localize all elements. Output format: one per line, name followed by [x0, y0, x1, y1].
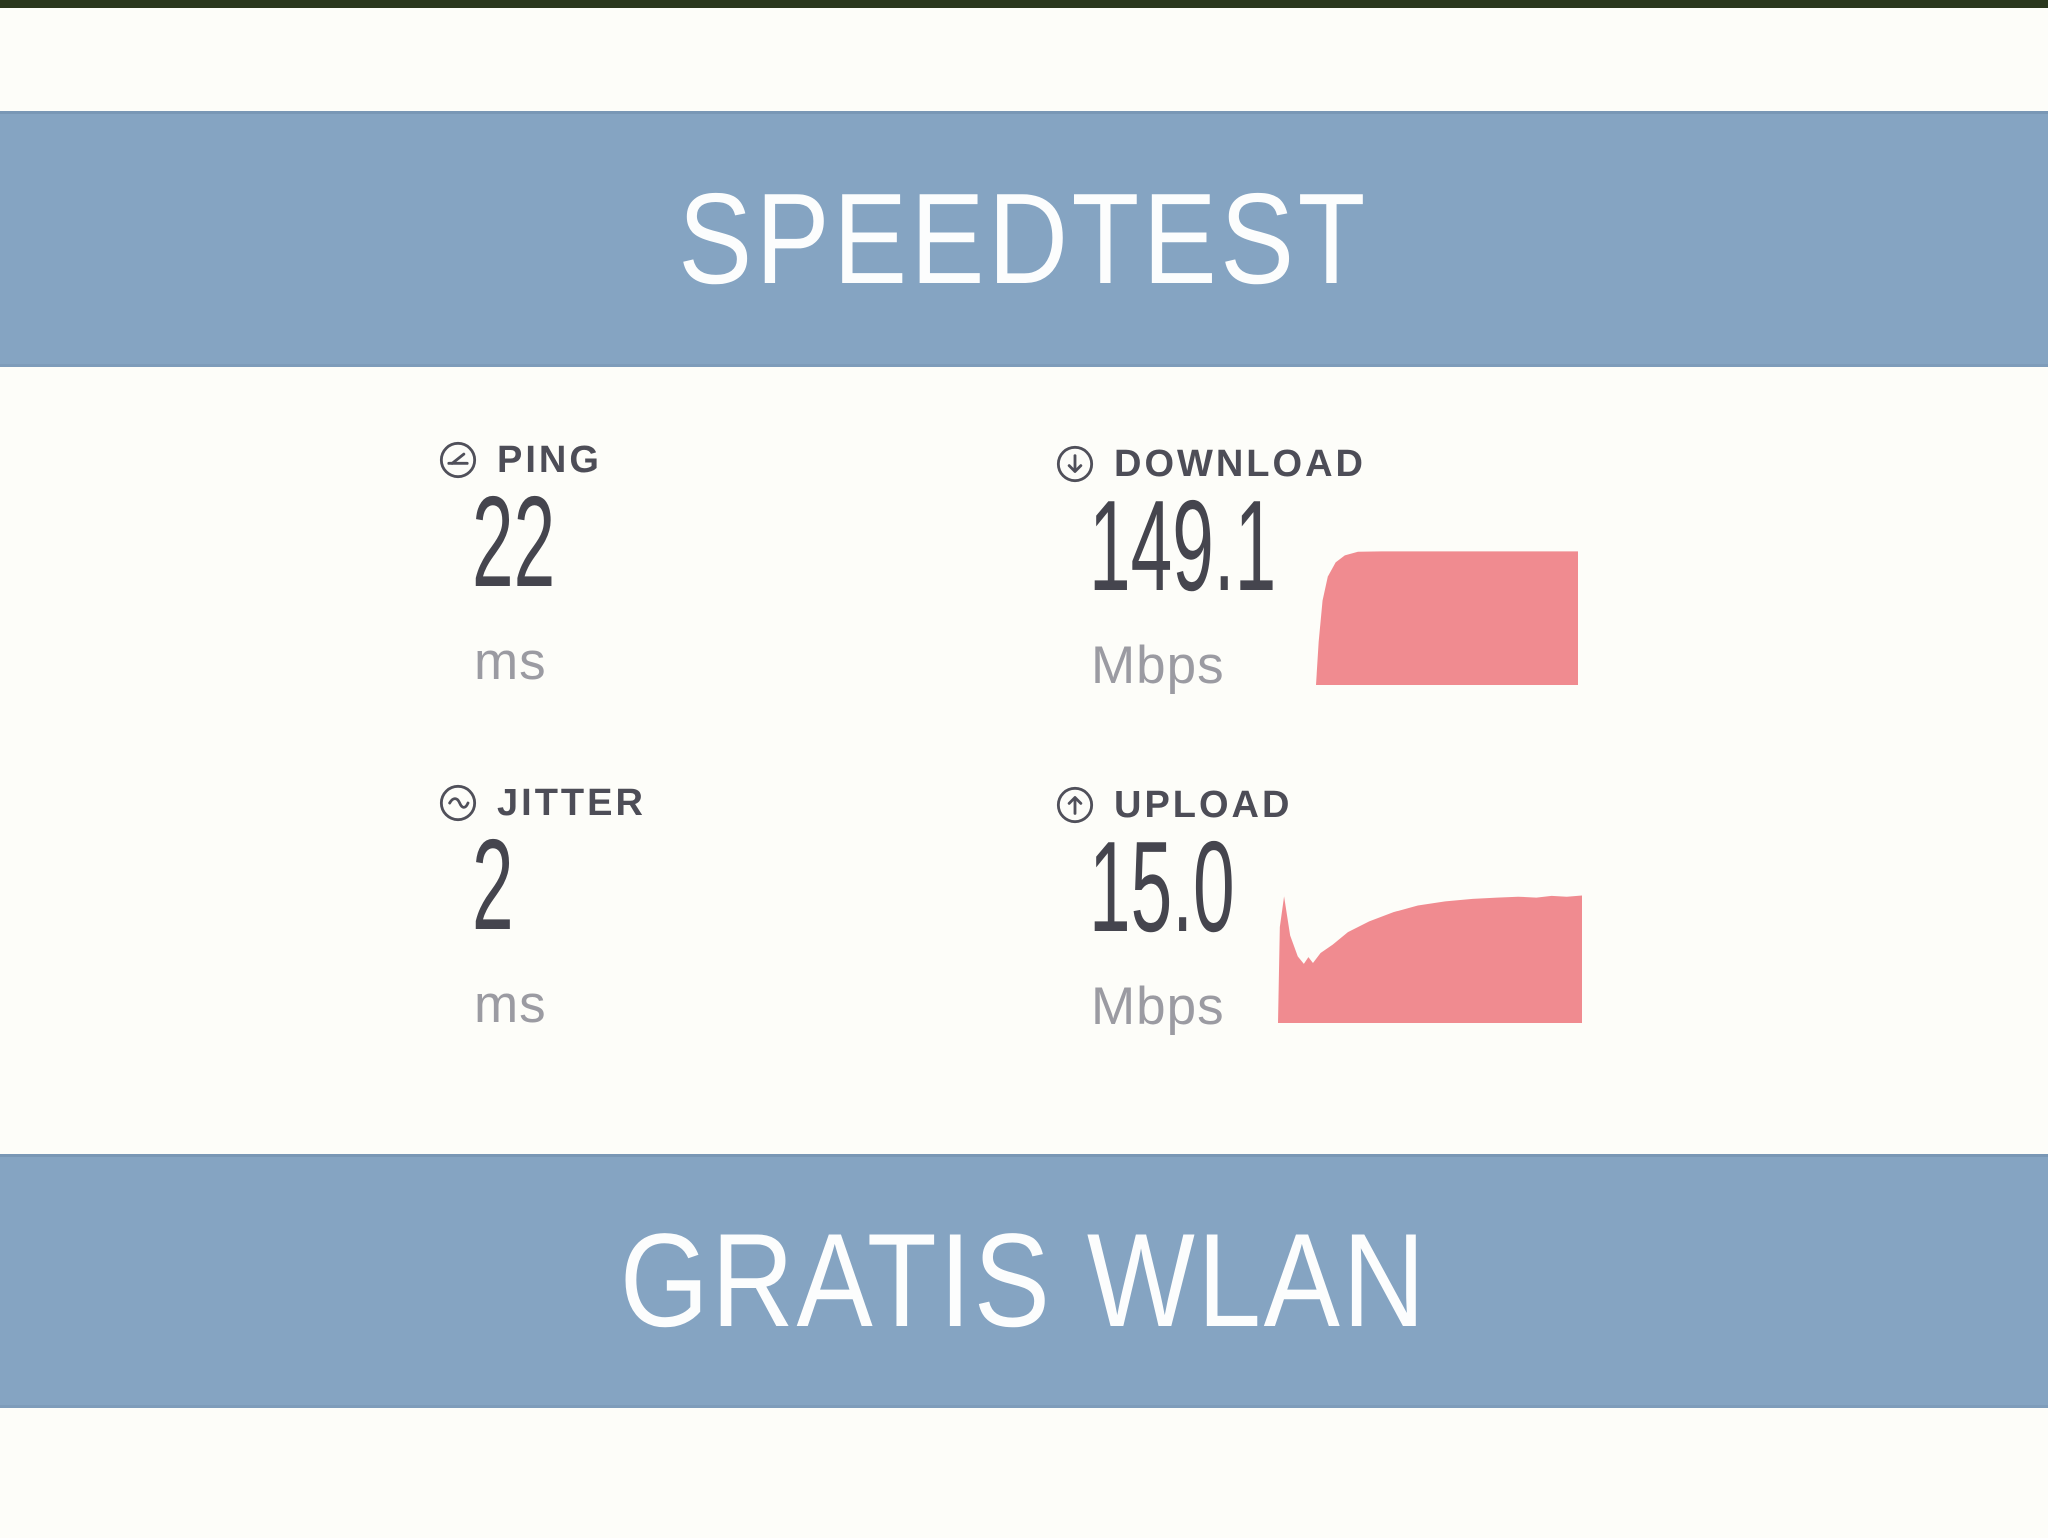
upload-arrow-icon [1055, 785, 1095, 825]
metric-ping-unit: ms [474, 632, 547, 691]
background-photo-edge [0, 0, 2048, 8]
page-title: SPEEDTEST [678, 166, 1370, 311]
ping-gauge-icon [438, 440, 478, 480]
metric-ping-label: PING [497, 439, 602, 481]
download-arrow-icon [1055, 444, 1095, 484]
metric-ping-header: PING [438, 440, 1078, 480]
upload-speed-area-chart [1278, 893, 1582, 1023]
metric-download-unit: Mbps [1091, 636, 1225, 695]
metric-jitter-header: JITTER [438, 783, 1078, 823]
metric-jitter-unit: ms [474, 975, 547, 1034]
metric-upload-header: UPLOAD [1055, 785, 1695, 825]
metric-download-label: DOWNLOAD [1114, 443, 1366, 485]
metric-jitter: JITTER 2 ms [438, 783, 1078, 1063]
metric-download-header: DOWNLOAD [1055, 444, 1695, 484]
metric-upload: UPLOAD 15.0 Mbps [1055, 785, 1695, 1065]
metric-upload-unit: Mbps [1091, 977, 1225, 1036]
header-banner: SPEEDTEST [0, 111, 2048, 367]
footer-banner: GRATIS WLAN [0, 1154, 2048, 1408]
download-speed-area-chart [1316, 550, 1578, 685]
footer-title: GRATIS WLAN [620, 1206, 1428, 1355]
metric-jitter-value: 2 [472, 813, 514, 957]
metric-ping: PING 22 ms [438, 440, 1078, 720]
metric-jitter-label: JITTER [497, 782, 646, 824]
metric-upload-label: UPLOAD [1114, 784, 1293, 826]
metric-upload-value: 15.0 [1089, 815, 1235, 959]
metric-download: DOWNLOAD 149.1 Mbps [1055, 444, 1695, 724]
jitter-wave-icon [438, 783, 478, 823]
metric-ping-value: 22 [472, 470, 556, 614]
metric-download-value: 149.1 [1089, 474, 1277, 618]
